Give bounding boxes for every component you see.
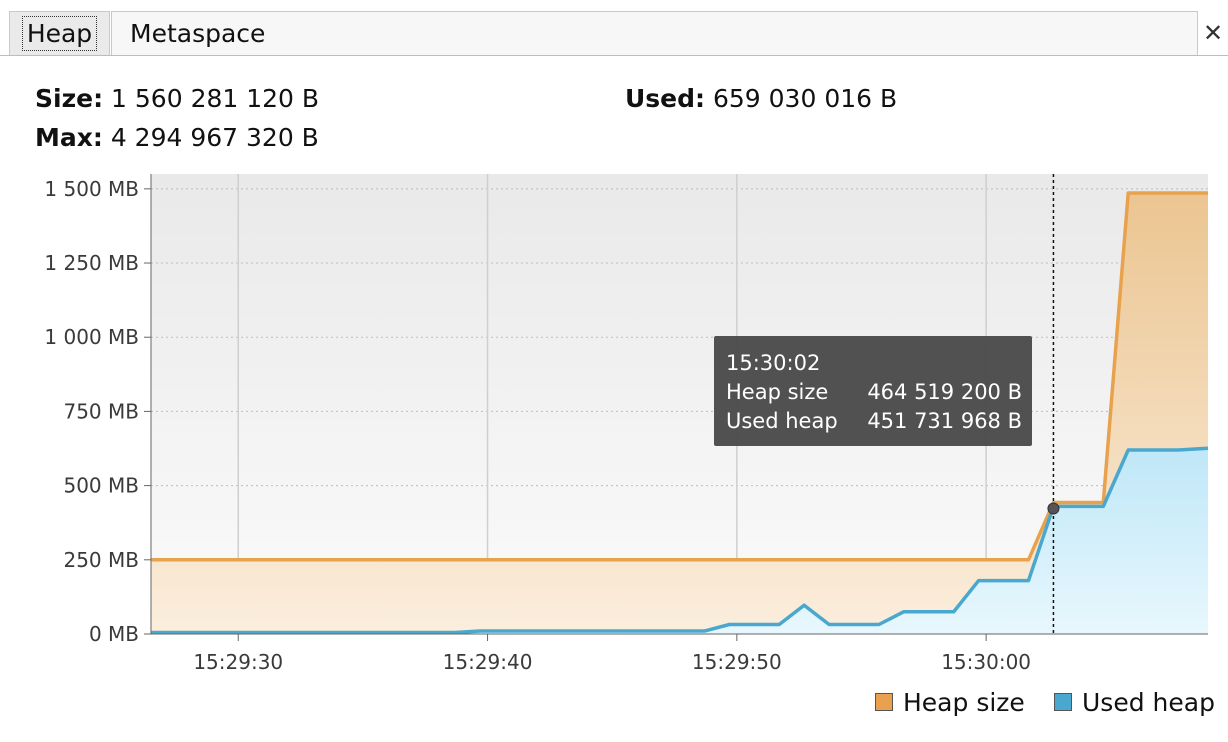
legend-used-heap: Used heap [1054, 684, 1215, 720]
size-label: Size: [35, 84, 104, 113]
close-icon[interactable]: ✕ [1202, 19, 1224, 47]
legend-heap-label: Heap size [903, 687, 1025, 717]
max-label: Max: [35, 123, 103, 152]
legend-heap-size: Heap size [875, 684, 1025, 720]
size-value: 1 560 281 120 B [111, 84, 320, 113]
legend-used-label: Used heap [1082, 687, 1215, 717]
tooltip-used-value: 451 731 968 B [867, 409, 1022, 433]
y-tick-label: 750 MB [63, 399, 139, 423]
x-tick-label: 15:30:00 [941, 650, 1031, 674]
heap-chart[interactable]: 0 MB 250 MB 500 MB 750 MB 1 000 MB 1 250 MB 1 … [0, 160, 1228, 680]
used-heap-area [151, 448, 1208, 634]
tooltip: 15:30:02 Heap size 464 519 200 B Used he… [714, 336, 1032, 446]
max-value: 4 294 967 320 B [110, 123, 319, 152]
tooltip-heap-label: Heap size [726, 380, 828, 404]
y-tick-label: 1 000 MB [44, 325, 139, 349]
y-tick-label: 250 MB [63, 548, 139, 572]
tooltip-time: 15:30:02 [726, 351, 820, 375]
y-tick-label: 1 500 MB [44, 177, 139, 201]
y-tick-label: 0 MB [89, 622, 139, 646]
tooltip-heap-value: 464 519 200 B [867, 380, 1022, 404]
y-tick-label: 500 MB [63, 474, 139, 498]
used-heap-line [151, 446, 1209, 635]
cursor-point [1047, 502, 1060, 515]
tab-heap-label: Heap [21, 16, 98, 51]
y-tick-label: 1 250 MB [44, 251, 139, 275]
legend-heap-swatch [875, 693, 893, 711]
legend-used-swatch [1054, 693, 1072, 711]
tab-bar: Heap Metaspace ✕ [0, 0, 1228, 56]
size-readout: Size: 1 560 281 120 B [35, 84, 319, 113]
used-readout: Used: 659 030 016 B [625, 84, 897, 113]
heap-size-line [151, 191, 1208, 562]
x-tick-label: 15:29:40 [443, 650, 533, 674]
used-label: Used: [625, 84, 706, 113]
tooltip-used-label: Used heap [726, 409, 838, 433]
tab-heap[interactable]: Heap [9, 11, 110, 55]
x-tick-label: 15:29:30 [193, 650, 283, 674]
tab-metaspace-label: Metaspace [130, 19, 266, 48]
max-readout: Max: 4 294 967 320 B [35, 123, 319, 152]
tooltip-box [714, 336, 1032, 446]
x-tick-label: 15:29:50 [692, 650, 782, 674]
tab-metaspace[interactable]: Metaspace [111, 11, 1198, 55]
used-value: 659 030 016 B [712, 84, 898, 113]
tab-bar-divider [0, 55, 1228, 56]
